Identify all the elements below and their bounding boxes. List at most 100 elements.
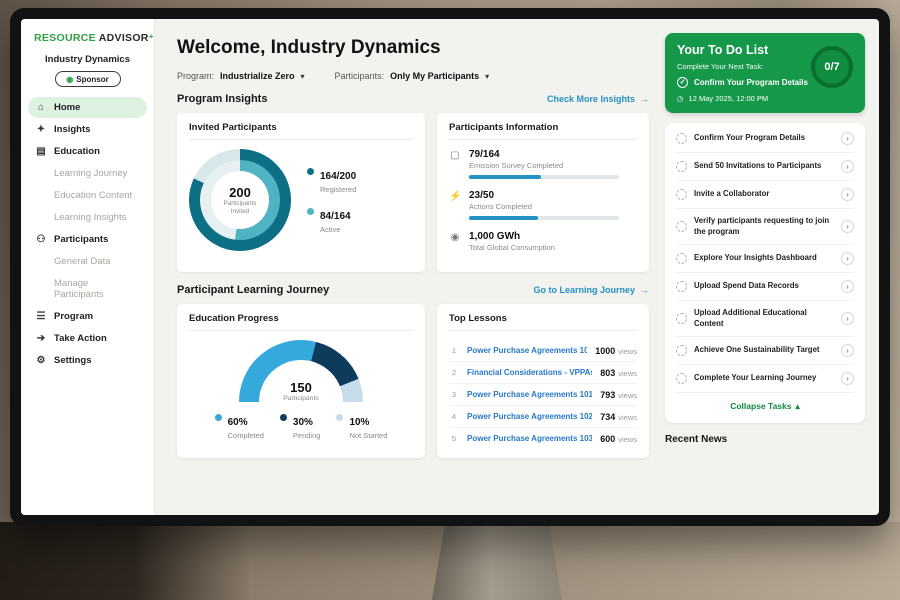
task-row[interactable]: Upload Additional Educational Content › bbox=[676, 301, 854, 338]
todo-next-task[interactable]: ✓ Confirm Your Program Details bbox=[677, 77, 853, 88]
task-row[interactable]: Send 50 Invitations to Participants › bbox=[676, 153, 854, 181]
chevron-right-icon[interactable]: › bbox=[841, 344, 854, 358]
actions-icon: ⚡ bbox=[449, 191, 462, 202]
gauge-center-label: Participants bbox=[283, 395, 319, 402]
task-row[interactable]: Upload Spend Data Records › bbox=[676, 273, 854, 302]
task-checkbox[interactable] bbox=[676, 253, 687, 265]
lesson-row: 2 Financial Considerations - VPPAs 803 vi… bbox=[449, 362, 637, 384]
chevron-down-icon: ▾ bbox=[485, 71, 490, 81]
section-title: Program Insights bbox=[177, 93, 268, 105]
lesson-link[interactable]: Power Purchase Agreements 101 bbox=[467, 390, 593, 399]
todo-panel: Your To Do List Complete Your Next Task:… bbox=[663, 19, 879, 515]
sidebar-item-settings[interactable]: ⚙ Settings bbox=[28, 350, 147, 371]
stat-label: Total Global Consumption bbox=[469, 243, 555, 252]
task-row[interactable]: Complete Your Learning Journey › bbox=[676, 365, 854, 394]
legend-label: Completed bbox=[227, 431, 264, 440]
sidebar-item-label: Home bbox=[54, 102, 81, 113]
sidebar-item-education-content[interactable]: Education Content bbox=[28, 185, 147, 206]
lesson-rank: 4 bbox=[451, 412, 457, 421]
task-row[interactable]: Invite a Collaborator › bbox=[676, 181, 854, 209]
lesson-link[interactable]: Power Purchase Agreements 102 bbox=[467, 412, 593, 421]
app-logo[interactable]: RESOURCE ADVISOR+ bbox=[21, 19, 154, 48]
todo-datetime-label: 12 May 2025, 12:00 PM bbox=[688, 94, 769, 103]
progress-bar bbox=[469, 216, 619, 220]
task-checkbox[interactable] bbox=[676, 189, 687, 200]
stat-label: Emission Survey Completed bbox=[469, 161, 564, 170]
logo-plus: + bbox=[148, 32, 154, 41]
task-checkbox[interactable] bbox=[676, 373, 687, 385]
sidebar-item-general-data[interactable]: General Data bbox=[28, 251, 147, 272]
lesson-rank: 2 bbox=[451, 368, 457, 377]
task-checkbox[interactable] bbox=[676, 133, 687, 144]
journey-cards-row: Education Progress 150 Participants bbox=[177, 304, 649, 458]
invited-donut-chart: 200 Participants Invited bbox=[189, 149, 291, 251]
logo-text-primary: RESOURCE bbox=[34, 32, 96, 44]
program-icon: ☰ bbox=[36, 311, 46, 322]
go-to-learning-journey-link[interactable]: Go to Learning Journey → bbox=[533, 285, 649, 295]
task-row[interactable]: Achieve One Sustainability Target › bbox=[676, 337, 854, 366]
todo-title: Your To Do List bbox=[677, 43, 769, 57]
sidebar-item-take-action[interactable]: ➔ Take Action bbox=[28, 328, 147, 349]
sidebar-item-education[interactable]: ▤ Education bbox=[28, 141, 147, 162]
sidebar-item-manage-participants[interactable]: Manage Participants bbox=[28, 273, 147, 305]
chevron-right-icon[interactable]: › bbox=[841, 132, 854, 145]
program-filter[interactable]: Program: Industrialize Zero ▾ bbox=[177, 71, 305, 81]
sponsor-icon: ◉ bbox=[66, 74, 74, 84]
sponsor-badge[interactable]: ◉ Sponsor bbox=[54, 71, 121, 87]
chevron-right-icon[interactable]: › bbox=[841, 280, 854, 294]
task-checkbox[interactable] bbox=[676, 345, 687, 357]
participants-filter[interactable]: Participants: Only My Participants ▾ bbox=[335, 71, 490, 81]
task-row[interactable]: Explore Your Insights Dashboard › bbox=[676, 245, 854, 274]
lesson-link[interactable]: Financial Considerations - VPPAs bbox=[467, 368, 593, 377]
chevron-right-icon[interactable]: › bbox=[841, 252, 854, 266]
consumption-icon: ◉ bbox=[450, 232, 460, 243]
task-row[interactable]: Verify participants requesting to join t… bbox=[676, 209, 854, 246]
task-checkbox[interactable] bbox=[676, 221, 687, 233]
sidebar: RESOURCE ADVISOR+ Industry Dynamics ◉ Sp… bbox=[21, 19, 155, 515]
chevron-right-icon[interactable]: › bbox=[841, 312, 854, 326]
chevron-right-icon[interactable]: › bbox=[841, 372, 854, 386]
card-title: Invited Participants bbox=[189, 122, 413, 140]
lesson-link[interactable]: Power Purchase Agreements 103 bbox=[467, 434, 593, 443]
stat-label: Actions Completed bbox=[469, 202, 532, 211]
task-label: Complete Your Learning Journey bbox=[694, 373, 817, 383]
sidebar-item-insights[interactable]: ✦ Insights bbox=[28, 119, 147, 140]
task-checkbox[interactable] bbox=[676, 313, 687, 325]
chevron-right-icon[interactable]: › bbox=[841, 188, 854, 201]
legend-dot bbox=[279, 414, 287, 421]
collapse-tasks-link[interactable]: Collapse Tasks ▴ bbox=[676, 393, 854, 421]
stat-value: 1,000 GWh bbox=[469, 231, 521, 242]
legend-dot bbox=[307, 208, 314, 215]
sidebar-item-label: Education Content bbox=[54, 190, 133, 201]
sidebar-item-learning-insights[interactable]: Learning Insights bbox=[28, 207, 147, 228]
legend-value: 84/164 bbox=[320, 211, 351, 222]
lesson-link[interactable]: Power Purchase Agreements 101 bbox=[467, 346, 588, 355]
check-more-insights-link[interactable]: Check More Insights → bbox=[547, 94, 649, 104]
participants-filter-label: Participants: bbox=[334, 71, 385, 81]
task-label: Invite a Collaborator bbox=[694, 189, 770, 199]
sidebar-item-program[interactable]: ☰ Program bbox=[28, 306, 147, 327]
sidebar-item-home[interactable]: ⌂ Home bbox=[28, 97, 147, 118]
sidebar-item-participants[interactable]: ⚇ Participants bbox=[28, 229, 147, 250]
todo-summary-card: Your To Do List Complete Your Next Task:… bbox=[665, 33, 865, 113]
participants-information-card: Participants Information ▢ 79/164 Emissi… bbox=[437, 113, 649, 272]
collapse-label: Collapse Tasks bbox=[730, 401, 792, 412]
program-insights-header: Program Insights Check More Insights → bbox=[177, 93, 649, 105]
task-checkbox[interactable] bbox=[676, 281, 687, 293]
chevron-right-icon[interactable]: › bbox=[841, 160, 854, 173]
lesson-views: 1000 views bbox=[595, 345, 637, 356]
logo-text-secondary: ADVISOR bbox=[98, 32, 149, 44]
lesson-views: 793 views bbox=[600, 389, 637, 400]
legend-item-registered: 164/200 Registered bbox=[307, 166, 356, 194]
stat-value: 23/50 bbox=[469, 190, 495, 201]
education-progress-card: Education Progress 150 Participants bbox=[177, 304, 425, 458]
gauge-legend: 60% Completed 30% Pending bbox=[189, 412, 413, 440]
chevron-right-icon[interactable]: › bbox=[841, 220, 854, 234]
lesson-rank: 1 bbox=[451, 346, 457, 355]
task-row[interactable]: Confirm Your Program Details › bbox=[676, 125, 854, 153]
sidebar-item-learning-journey[interactable]: Learning Journey bbox=[28, 163, 147, 184]
sidebar-item-label: Take Action bbox=[54, 333, 107, 344]
task-checkbox[interactable] bbox=[676, 161, 687, 172]
program-filter-label: Program: bbox=[177, 71, 215, 81]
legend-dot bbox=[307, 168, 314, 175]
